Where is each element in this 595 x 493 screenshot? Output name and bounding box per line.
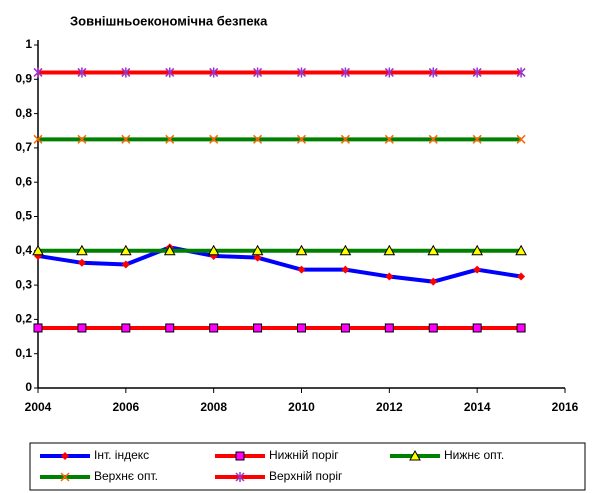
y-tick-label: 1 xyxy=(25,37,32,51)
marker xyxy=(209,67,219,78)
marker xyxy=(385,272,394,281)
marker xyxy=(297,265,306,274)
x-tick-label: 2012 xyxy=(376,400,403,414)
marker xyxy=(472,134,482,144)
marker xyxy=(384,323,394,333)
marker xyxy=(340,134,350,144)
marker xyxy=(60,472,70,482)
marker xyxy=(516,134,526,144)
marker xyxy=(235,451,245,461)
x-tick-label: 2006 xyxy=(112,400,139,414)
y-tick-label: 0 xyxy=(25,380,32,394)
marker xyxy=(409,449,421,461)
x-tick-label: 2010 xyxy=(288,400,315,414)
legend-label: Верхній поріг xyxy=(269,469,343,483)
y-tick-label: 0,2 xyxy=(15,312,32,326)
marker xyxy=(340,67,350,78)
marker xyxy=(472,323,482,333)
marker xyxy=(253,134,263,144)
x-tick-label: 2008 xyxy=(200,400,227,414)
marker xyxy=(383,244,396,256)
marker xyxy=(428,134,438,144)
y-tick-label: 0,6 xyxy=(15,174,32,188)
marker xyxy=(384,67,394,78)
marker xyxy=(516,323,526,333)
marker xyxy=(33,67,43,78)
x-tick-label: 2016 xyxy=(552,400,579,414)
marker xyxy=(253,253,262,262)
marker xyxy=(340,323,350,333)
marker xyxy=(472,67,482,78)
marker xyxy=(517,272,526,281)
marker xyxy=(384,134,394,144)
marker xyxy=(515,244,527,256)
marker xyxy=(77,323,87,333)
marker xyxy=(121,260,130,269)
marker xyxy=(207,244,220,256)
marker xyxy=(428,67,438,78)
marker xyxy=(427,244,440,256)
y-tick-label: 0,8 xyxy=(15,106,32,120)
marker xyxy=(33,323,43,333)
legend-label: Верхнє опт. xyxy=(94,469,158,483)
marker xyxy=(165,323,175,333)
y-tick-label: 0,9 xyxy=(15,71,32,85)
marker xyxy=(32,244,44,256)
marker xyxy=(341,265,350,274)
marker xyxy=(339,244,352,256)
marker xyxy=(516,67,526,78)
marker xyxy=(77,258,86,267)
marker xyxy=(163,244,176,256)
marker xyxy=(121,67,131,78)
marker xyxy=(209,134,219,144)
marker xyxy=(77,67,87,78)
legend-box xyxy=(29,442,586,491)
marker xyxy=(253,323,263,333)
legend-label: Нижнє опт. xyxy=(444,448,504,462)
marker xyxy=(235,472,245,482)
y-tick-label: 0,1 xyxy=(15,346,32,360)
marker xyxy=(121,323,131,333)
chart-title: Зовнішньоекономічна безпека xyxy=(70,13,268,28)
x-tick-label: 2004 xyxy=(25,400,52,414)
series-line xyxy=(37,245,522,284)
marker xyxy=(471,244,484,256)
x-tick-label: 2014 xyxy=(464,400,491,414)
marker xyxy=(61,452,69,460)
marker xyxy=(296,134,307,144)
marker xyxy=(429,277,438,286)
marker xyxy=(428,323,438,333)
y-tick-label: 0,7 xyxy=(15,140,32,154)
marker xyxy=(77,134,87,144)
marker xyxy=(209,323,219,333)
marker xyxy=(165,134,175,144)
marker xyxy=(295,244,308,256)
marker xyxy=(473,265,482,274)
y-tick-label: 0,5 xyxy=(15,209,32,223)
legend-label: Інт. індекс xyxy=(94,448,149,462)
marker xyxy=(119,244,132,256)
marker xyxy=(165,67,175,78)
marker xyxy=(121,134,131,144)
marker xyxy=(251,244,264,256)
marker xyxy=(33,134,43,144)
y-tick-label: 0,3 xyxy=(15,277,32,291)
marker xyxy=(297,323,306,333)
y-tick-label: 0,4 xyxy=(15,243,32,257)
marker xyxy=(76,244,88,256)
marker xyxy=(253,67,263,78)
marker xyxy=(296,67,307,78)
legend-label: Нижній поріг xyxy=(269,448,339,462)
